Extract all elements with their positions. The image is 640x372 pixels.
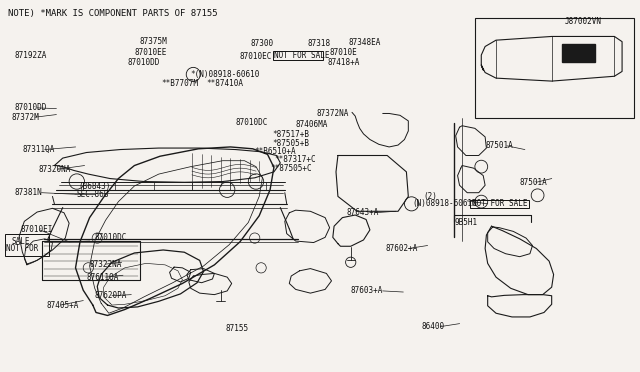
Bar bbox=[273, 51, 323, 60]
Bar bbox=[470, 200, 529, 208]
Text: 87010EE: 87010EE bbox=[134, 48, 167, 57]
Text: *87517+B: *87517+B bbox=[272, 130, 309, 139]
Text: 87611QA: 87611QA bbox=[86, 273, 119, 282]
Text: 87375M: 87375M bbox=[140, 37, 167, 46]
Text: 87501A: 87501A bbox=[520, 178, 547, 187]
Text: 86400: 86400 bbox=[421, 322, 444, 331]
Text: 9B5H1: 9B5H1 bbox=[454, 218, 477, 227]
Text: (B6843): (B6843) bbox=[78, 182, 111, 190]
Text: (N)08918-60610: (N)08918-60610 bbox=[413, 199, 477, 208]
Text: 87155: 87155 bbox=[225, 324, 248, 333]
Text: 87318: 87318 bbox=[307, 39, 330, 48]
Text: (2): (2) bbox=[424, 192, 438, 201]
Text: SALE: SALE bbox=[12, 237, 30, 246]
Text: 87501A: 87501A bbox=[485, 141, 513, 150]
Text: 87010DC: 87010DC bbox=[236, 118, 268, 127]
Text: 87620PA: 87620PA bbox=[95, 291, 127, 300]
Text: 87010DD: 87010DD bbox=[14, 103, 47, 112]
Text: 87010EC: 87010EC bbox=[240, 52, 273, 61]
Text: 87320NA: 87320NA bbox=[38, 165, 71, 174]
Text: 87406MA: 87406MA bbox=[296, 120, 328, 129]
Text: 87192ZA: 87192ZA bbox=[14, 51, 47, 60]
Text: **B7707M: **B7707M bbox=[161, 79, 198, 88]
Text: *(N)08918-60610: *(N)08918-60610 bbox=[191, 70, 260, 79]
Text: J87002VN: J87002VN bbox=[564, 17, 602, 26]
Text: 87372NA: 87372NA bbox=[317, 109, 349, 118]
Text: 87348EA: 87348EA bbox=[349, 38, 381, 47]
Text: 87010E: 87010E bbox=[330, 48, 357, 57]
Text: NOT FOR: NOT FOR bbox=[6, 244, 39, 253]
Text: SEC.86B: SEC.86B bbox=[77, 190, 109, 199]
Text: 87300: 87300 bbox=[251, 39, 274, 48]
Text: **87505+C: **87505+C bbox=[270, 164, 312, 173]
Text: 87010DC: 87010DC bbox=[95, 233, 127, 242]
Text: 87643+A: 87643+A bbox=[347, 208, 380, 217]
Text: NOTE) *MARK IS COMPONENT PARTS OF 87155: NOTE) *MARK IS COMPONENT PARTS OF 87155 bbox=[8, 9, 218, 18]
Text: **B6510+A: **B6510+A bbox=[255, 147, 296, 156]
Text: **87410A: **87410A bbox=[206, 79, 243, 88]
Text: 87381N: 87381N bbox=[14, 188, 42, 197]
Text: 87010DD: 87010DD bbox=[128, 58, 161, 67]
Text: 87418+A: 87418+A bbox=[328, 58, 360, 67]
Bar bbox=[562, 44, 595, 62]
Bar bbox=[5, 234, 49, 256]
Text: *87505+B: *87505+B bbox=[272, 139, 309, 148]
Text: 87372M: 87372M bbox=[12, 113, 39, 122]
Text: 87010EI: 87010EI bbox=[20, 225, 53, 234]
Bar bbox=[475, 18, 634, 118]
Text: 87603+A: 87603+A bbox=[351, 286, 383, 295]
Text: 87322NA: 87322NA bbox=[90, 260, 122, 269]
Text: **87317+C: **87317+C bbox=[274, 155, 316, 164]
Text: 87405+A: 87405+A bbox=[47, 301, 79, 310]
Text: NOT FOR SALE: NOT FOR SALE bbox=[274, 51, 330, 60]
Text: 87311QA: 87311QA bbox=[22, 145, 55, 154]
Text: 87602+A: 87602+A bbox=[385, 244, 418, 253]
Text: NOT FOR SALE: NOT FOR SALE bbox=[472, 199, 528, 208]
